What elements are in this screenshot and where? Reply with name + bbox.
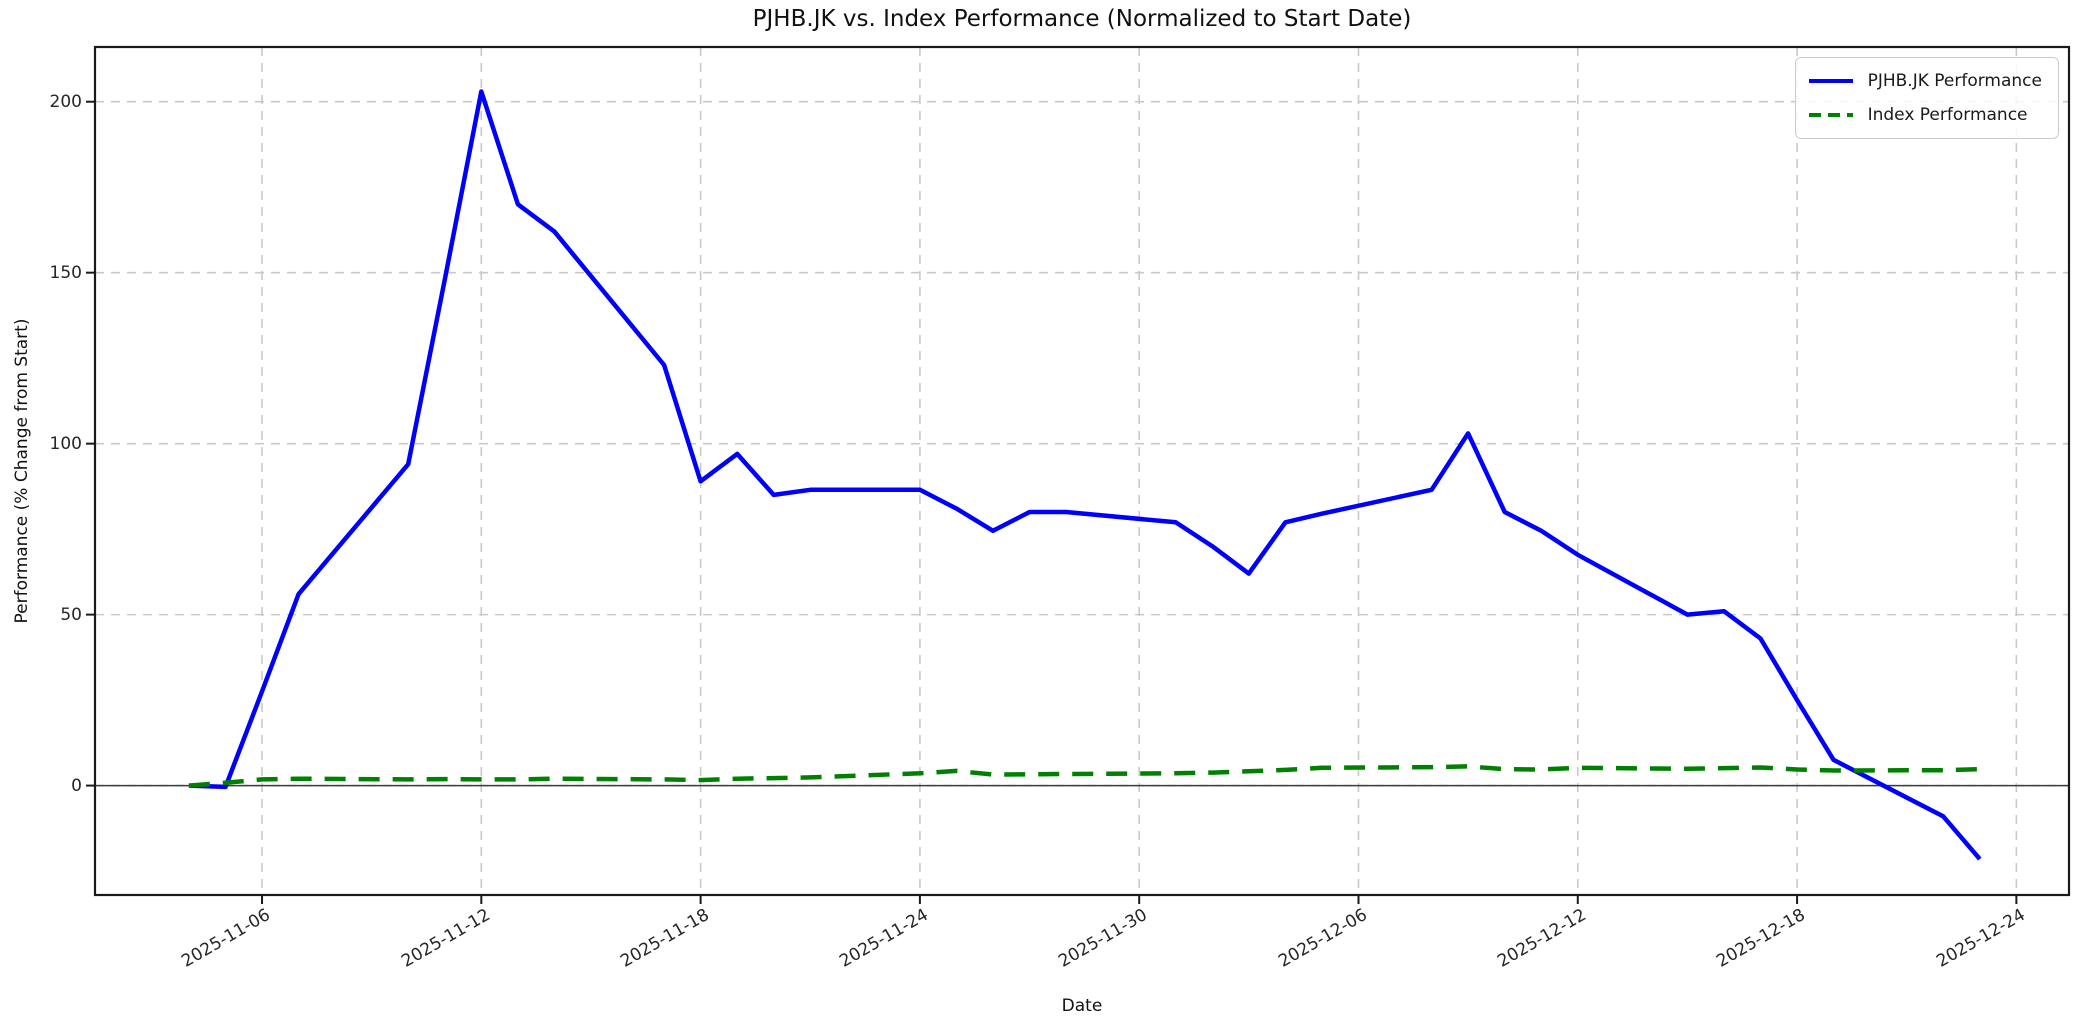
legend: PJHB.JK Performance Index Performance — [1794, 57, 2059, 139]
legend-label-index: Index Performance — [1867, 105, 2028, 125]
legend-line-pjhb-icon — [1808, 79, 1853, 83]
y-tick-label: 150 — [49, 262, 82, 283]
legend-item-index: Index Performance — [1808, 100, 2042, 130]
y-tick-label: 0 — [71, 775, 82, 796]
y-tick-label: 50 — [60, 604, 82, 625]
y-tick-label: 100 — [49, 433, 82, 454]
plot-spines — [93, 45, 2071, 897]
chart-title: PJHB.JK vs. Index Performance (Normalize… — [752, 6, 1412, 32]
legend-item-pjhb: PJHB.JK Performance — [1808, 66, 2042, 96]
y-axis-label: Performance (% Change from Start) — [12, 318, 32, 624]
pjhb-series-line — [188, 89, 1982, 861]
y-tick-label: 200 — [49, 91, 82, 112]
legend-line-index-icon — [1808, 113, 1853, 117]
index-series-line — [188, 764, 1980, 788]
legend-label-pjhb: PJHB.JK Performance — [1867, 71, 2042, 91]
x-axis-label: Date — [1061, 996, 1103, 1016]
